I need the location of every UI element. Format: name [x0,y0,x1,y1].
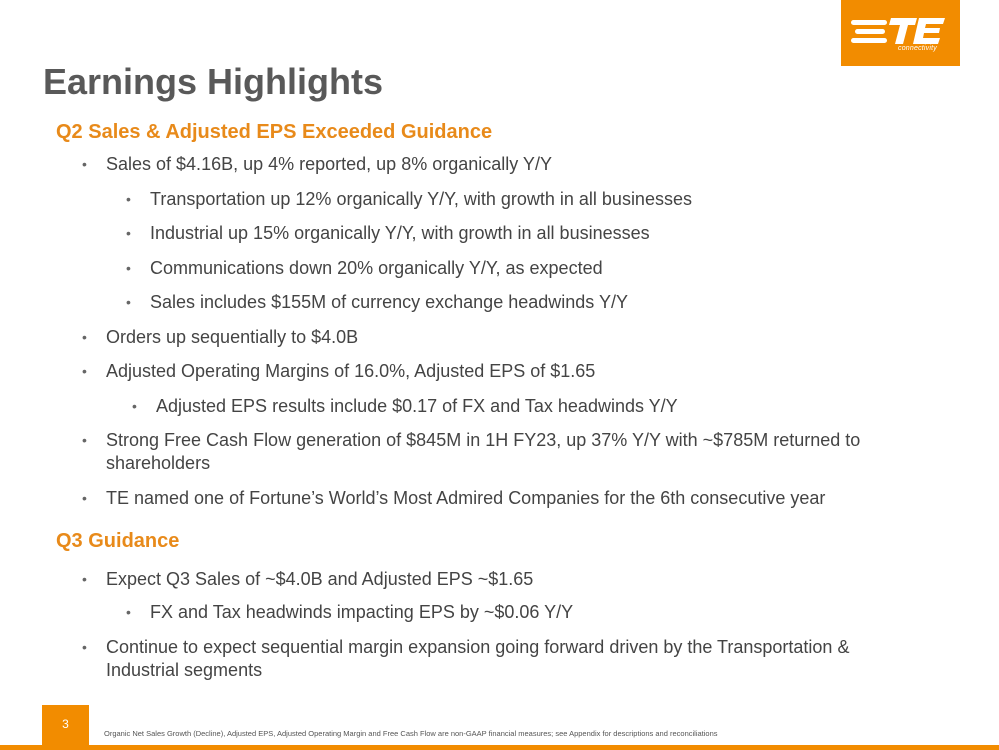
te-logo-mark-icon [851,18,945,44]
bullet-continuation: Industrial segments [106,659,262,681]
bullet-text: Continue to expect sequential margin exp… [106,637,850,657]
bullet-marker: • [126,294,131,310]
bullet-text: Communications down 20% organically Y/Y,… [150,258,603,278]
bullet-text: TE named one of Fortune’s World’s Most A… [106,488,826,508]
bullet-marker: • [82,156,87,172]
bullet-text: Sales of $4.16B, up 4% reported, up 8% o… [106,154,552,174]
section-heading-q2: Q2 Sales & Adjusted EPS Exceeded Guidanc… [56,121,493,143]
bullet-text: Transportation up 12% organically Y/Y, w… [150,189,692,209]
bullet-item: • Orders up sequentially to $4.0B [82,326,359,348]
bullet-marker: • [82,639,87,655]
bullet-text: FX and Tax headwinds impacting EPS by ~$… [150,602,574,622]
bullet-marker: • [126,604,131,620]
bullet-item: • Expect Q3 Sales of ~$4.0B and Adjusted… [82,568,534,590]
bullet-text: Industrial segments [106,660,263,680]
bullet-item: • TE named one of Fortune’s World’s Most… [82,487,826,509]
footnote: Organic Net Sales Growth (Decline), Adju… [104,729,718,738]
bullet-marker: • [82,490,87,506]
sub-bullet-item: • Communications down 20% organically Y/… [126,257,603,279]
sub-bullet-item: • Sales includes $155M of currency excha… [126,291,628,313]
bullet-text: shareholders [106,453,211,473]
sub-bullet-item: • Adjusted EPS results include $0.17 of … [132,395,678,417]
bullet-marker: • [126,191,131,207]
bullet-item: • Continue to expect sequential margin e… [82,636,850,658]
section-heading-q3: Q3 Guidance [56,530,180,552]
sub-bullet-item: • Industrial up 15% organically Y/Y, wit… [126,222,650,244]
page-number: 3 [62,717,69,731]
bullet-marker: • [126,225,131,241]
bullet-marker: • [126,260,131,276]
sub-bullet-item: • Transportation up 12% organically Y/Y,… [126,188,692,210]
bullet-marker: • [82,571,87,587]
logo-subtitle: connectivity [898,45,937,52]
bullet-text: Adjusted EPS results include $0.17 of FX… [156,396,678,416]
bullet-marker: • [82,363,87,379]
bullet-text: Adjusted Operating Margins of 16.0%, Adj… [106,361,596,381]
bullet-text: Strong Free Cash Flow generation of $845… [106,430,861,450]
bullet-item: • Strong Free Cash Flow generation of $8… [82,429,861,451]
bullet-marker: • [132,398,137,414]
page-title: Earnings Highlights [43,61,384,102]
bullet-text: Industrial up 15% organically Y/Y, with … [150,223,650,243]
bullet-item: • Sales of $4.16B, up 4% reported, up 8%… [82,153,552,175]
bullet-marker: • [82,432,87,448]
footer-bar [0,745,999,750]
bullet-text: Orders up sequentially to $4.0B [106,327,359,347]
bullet-item: • Adjusted Operating Margins of 16.0%, A… [82,360,596,382]
bullet-text: Sales includes $155M of currency exchang… [150,292,628,312]
sub-bullet-item: • FX and Tax headwinds impacting EPS by … [126,601,574,623]
bullet-marker: • [82,329,87,345]
bullet-text: Expect Q3 Sales of ~$4.0B and Adjusted E… [106,569,534,589]
bullet-continuation: shareholders [106,452,210,474]
page-number-box: 3 [42,705,89,750]
te-connectivity-logo: connectivity [841,0,960,66]
